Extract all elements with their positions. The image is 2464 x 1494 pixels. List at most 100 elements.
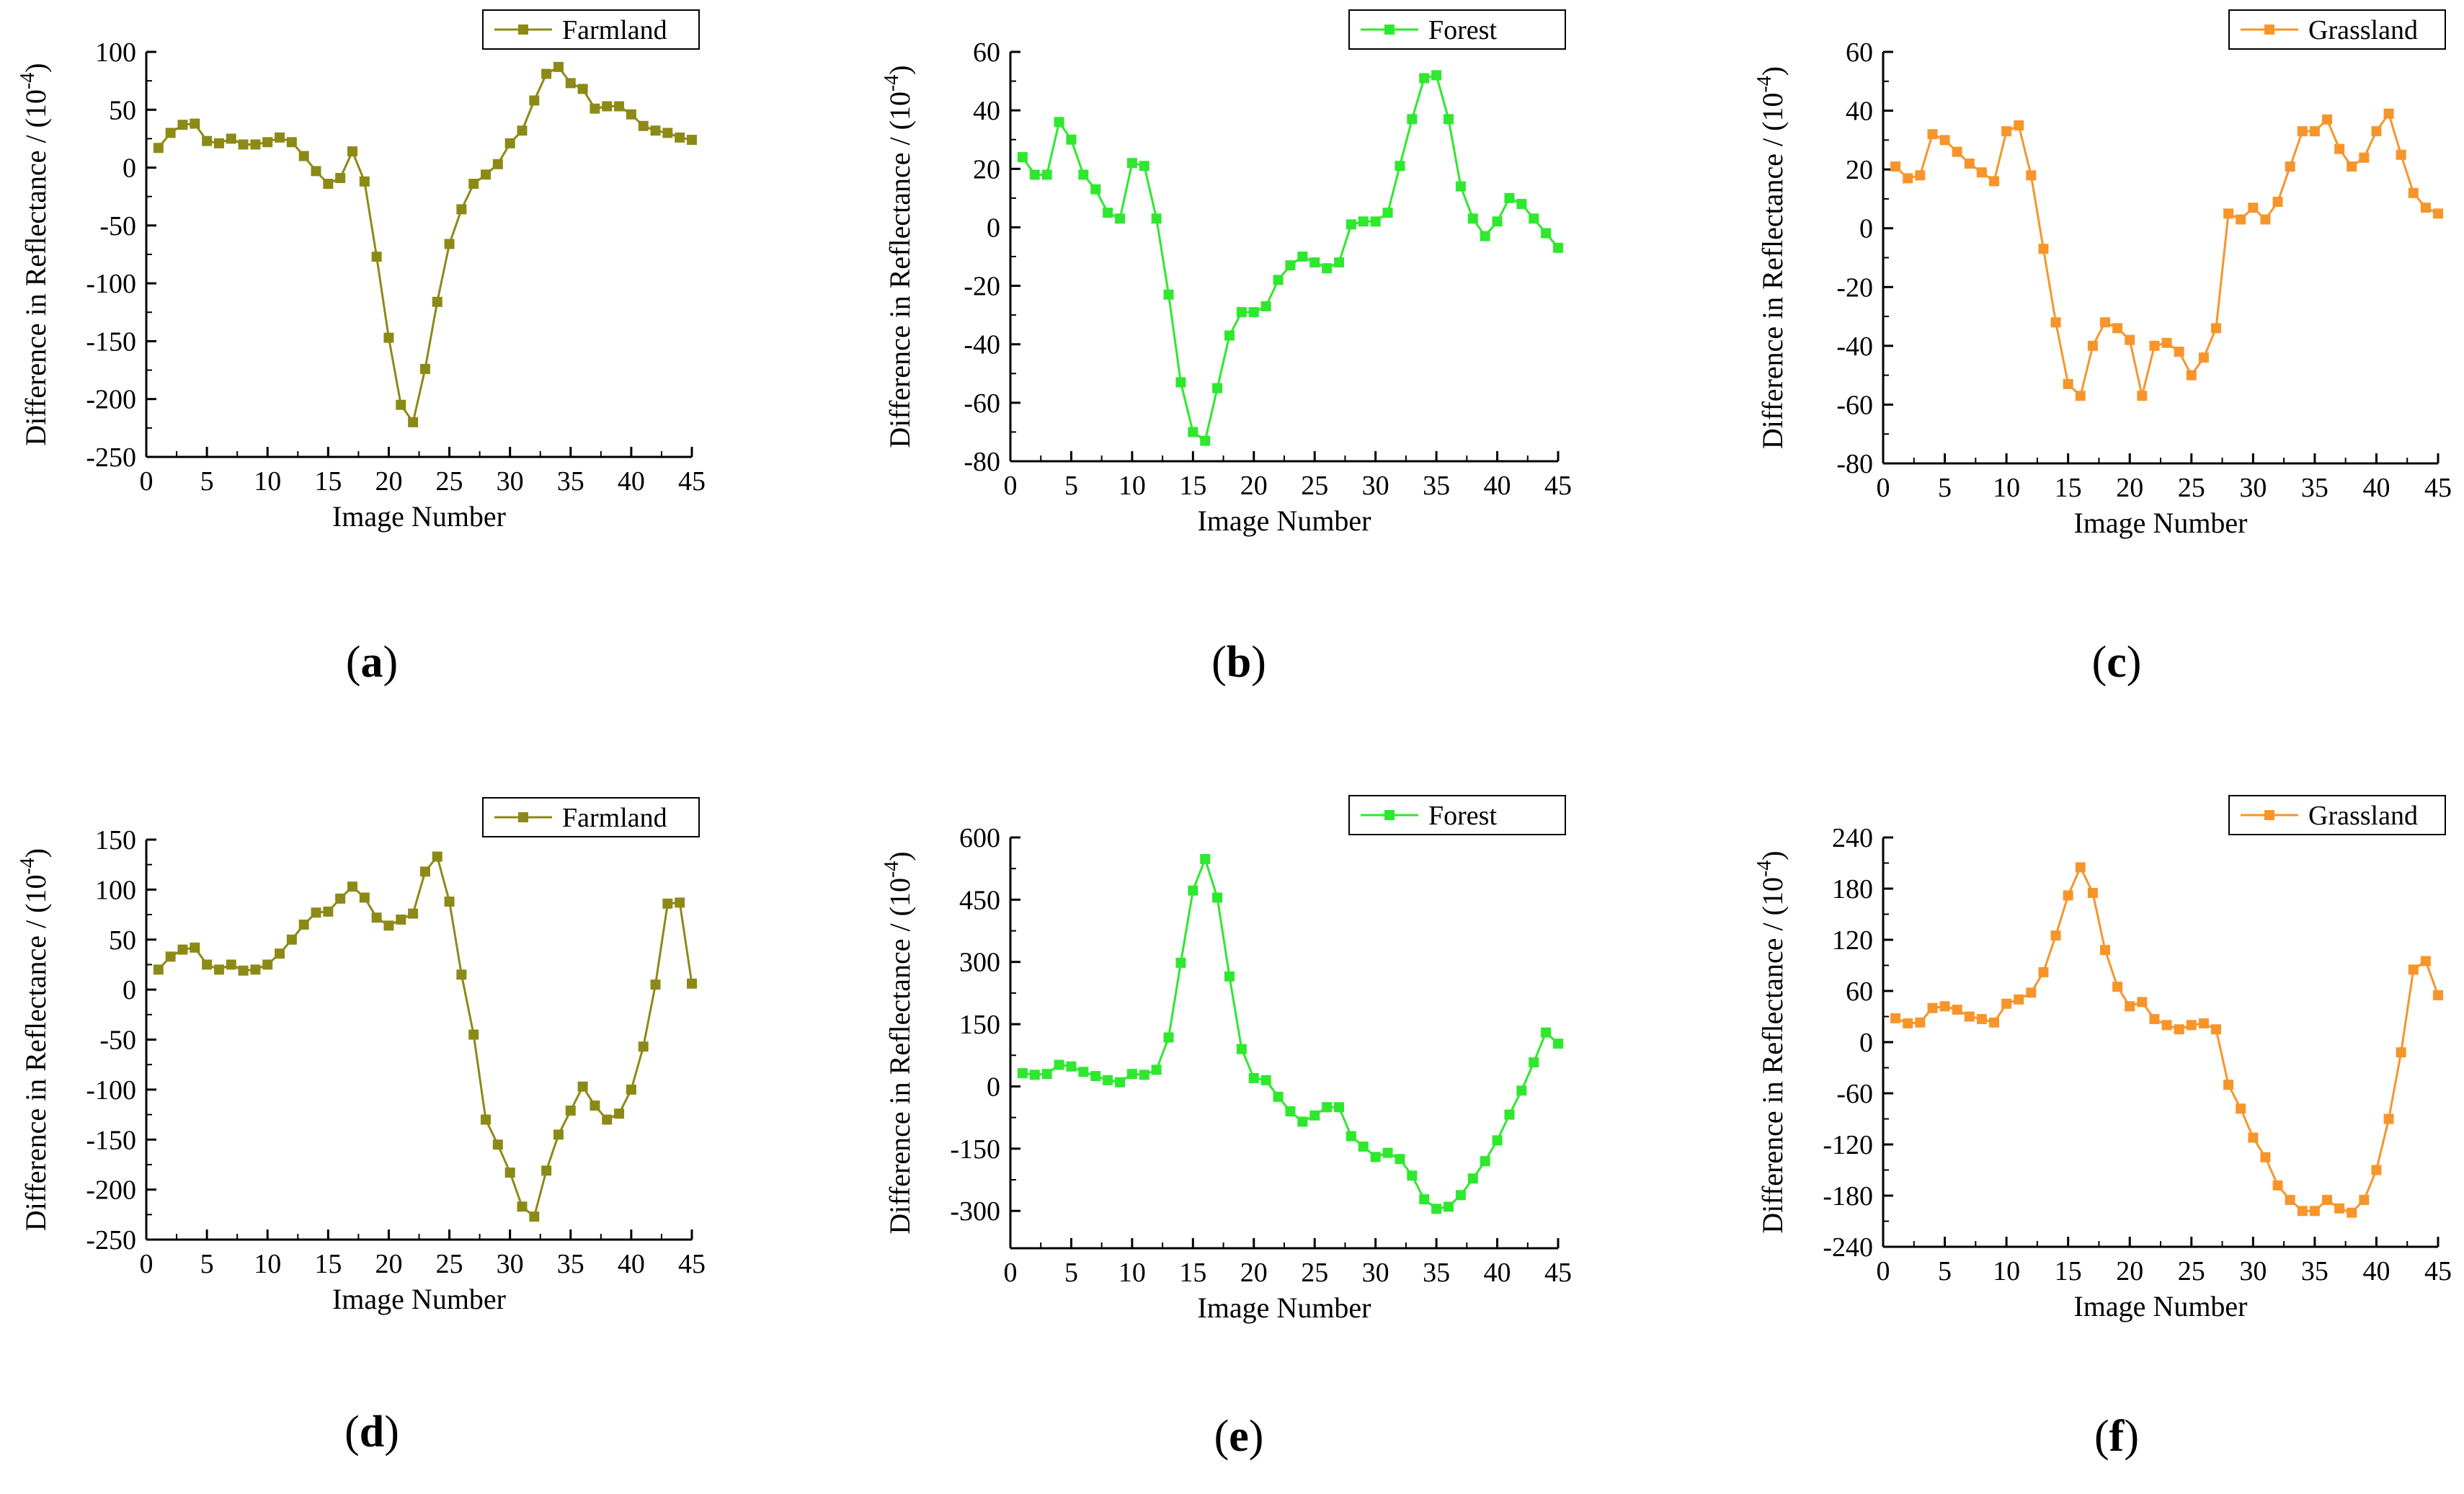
data-point xyxy=(602,1114,613,1125)
data-point xyxy=(2383,108,2394,119)
data-point xyxy=(1334,257,1344,268)
data-point xyxy=(347,146,357,157)
data-point xyxy=(2322,114,2332,125)
data-point xyxy=(2112,323,2123,334)
y-axis-title: Difference in Reflectance / (10-4) xyxy=(17,63,52,445)
data-point xyxy=(2014,120,2024,130)
data-point xyxy=(2334,143,2345,154)
panel-label-paren: ( xyxy=(2094,1412,2109,1461)
data-point xyxy=(262,137,273,148)
data-point xyxy=(1139,161,1149,172)
data-point xyxy=(226,133,236,144)
data-point xyxy=(2161,337,2172,348)
data-point xyxy=(687,135,697,146)
data-point xyxy=(1066,134,1077,145)
data-point xyxy=(1285,1106,1296,1116)
x-axis-title: Image Number xyxy=(1197,504,1371,537)
data-point xyxy=(238,965,249,976)
data-point xyxy=(1939,135,1950,146)
data-point xyxy=(1903,1018,1913,1028)
data-point xyxy=(1395,161,1405,172)
y-tick-label: -240 xyxy=(1823,1232,1873,1263)
y-tick-label: -40 xyxy=(1836,332,1873,362)
y-tick-label: -80 xyxy=(1836,449,1873,479)
data-point xyxy=(2075,391,2086,401)
data-point xyxy=(1492,216,1503,227)
data-point xyxy=(2236,214,2246,225)
data-point xyxy=(190,942,200,953)
data-point xyxy=(213,964,224,975)
data-point xyxy=(481,1114,492,1125)
data-point xyxy=(1407,114,1418,125)
y-axis-title: Difference in Reflectance / (10-4) xyxy=(881,851,916,1234)
data-point xyxy=(492,159,503,169)
data-point xyxy=(311,907,321,918)
data-point xyxy=(1200,435,1211,446)
data-point xyxy=(2186,1020,2197,1031)
data-point xyxy=(1322,1102,1333,1113)
y-axis-title: Difference in Reflectance / (10-4) xyxy=(1753,850,1789,1233)
y-tick-label: 50 xyxy=(109,95,136,125)
data-point xyxy=(1200,853,1211,864)
data-point xyxy=(153,964,164,975)
legend-marker xyxy=(2264,810,2274,820)
x-tick-label: 30 xyxy=(2239,1256,2267,1286)
data-point xyxy=(517,1201,528,1212)
data-point xyxy=(456,204,467,215)
panel-label-letter: c xyxy=(2107,638,2127,687)
data-point xyxy=(1431,1204,1442,1214)
x-tick-label: 0 xyxy=(140,1249,154,1279)
data-point xyxy=(577,1081,588,1092)
legend-marker xyxy=(1384,25,1395,35)
data-point xyxy=(1553,242,1563,253)
chart-panel-f: 0 5 10 15 20 25 30 35 40 45 -240 -180 -120 -60 0 60 120 1… xyxy=(1753,795,2452,1322)
data-point xyxy=(1890,161,1901,172)
data-point xyxy=(1370,216,1381,227)
data-point xyxy=(1504,192,1515,203)
data-point xyxy=(2260,1152,2271,1162)
data-point xyxy=(1248,307,1259,318)
data-point xyxy=(1309,257,1320,268)
data-point xyxy=(1989,1017,1999,1028)
panel-label-paren: ) xyxy=(1251,638,1266,687)
y-tick-label: 0 xyxy=(987,1072,1000,1102)
data-point xyxy=(396,915,406,925)
data-point xyxy=(1480,231,1490,241)
y-tick-label: 0 xyxy=(987,213,1000,243)
x-tick-label: 25 xyxy=(436,1249,463,1279)
data-point xyxy=(1516,198,1527,209)
data-point xyxy=(2050,930,2061,941)
x-tick-label: 20 xyxy=(1240,1258,1268,1288)
panel-label-paren: ) xyxy=(2126,638,2142,687)
chart-panel-d: 0 5 10 15 20 25 30 35 40 45 -250 -200 -150 -100 -50 0 50… xyxy=(17,797,706,1315)
data-point xyxy=(577,84,588,94)
data-point xyxy=(202,135,213,146)
legend-label: Forest xyxy=(1428,15,1497,45)
data-point xyxy=(1903,173,1913,184)
data-point xyxy=(468,179,479,190)
data-point xyxy=(335,173,346,184)
legend-marker xyxy=(2264,25,2274,35)
data-point xyxy=(1455,1190,1466,1201)
data-point xyxy=(529,1211,540,1222)
data-point xyxy=(2236,1103,2246,1114)
data-point xyxy=(541,1165,552,1176)
x-tick-label: 40 xyxy=(618,1249,645,1279)
data-point xyxy=(298,151,309,161)
data-point xyxy=(565,78,576,89)
x-axis-title: Image Number xyxy=(2073,507,2247,539)
y-tick-label: 450 xyxy=(959,885,1000,915)
y-tick-label: 20 xyxy=(973,154,1000,184)
data-point xyxy=(2297,126,2308,137)
data-point xyxy=(165,951,176,962)
data-point xyxy=(2383,1113,2394,1124)
data-point xyxy=(1054,1059,1064,1070)
y-tick-label: 300 xyxy=(959,948,1000,978)
data-point xyxy=(675,897,685,908)
data-point xyxy=(2063,890,2073,901)
data-point xyxy=(286,137,297,148)
data-point xyxy=(1297,252,1308,262)
data-point xyxy=(1090,184,1101,195)
data-point xyxy=(1382,208,1393,218)
y-tick-label: 60 xyxy=(1846,37,1873,68)
